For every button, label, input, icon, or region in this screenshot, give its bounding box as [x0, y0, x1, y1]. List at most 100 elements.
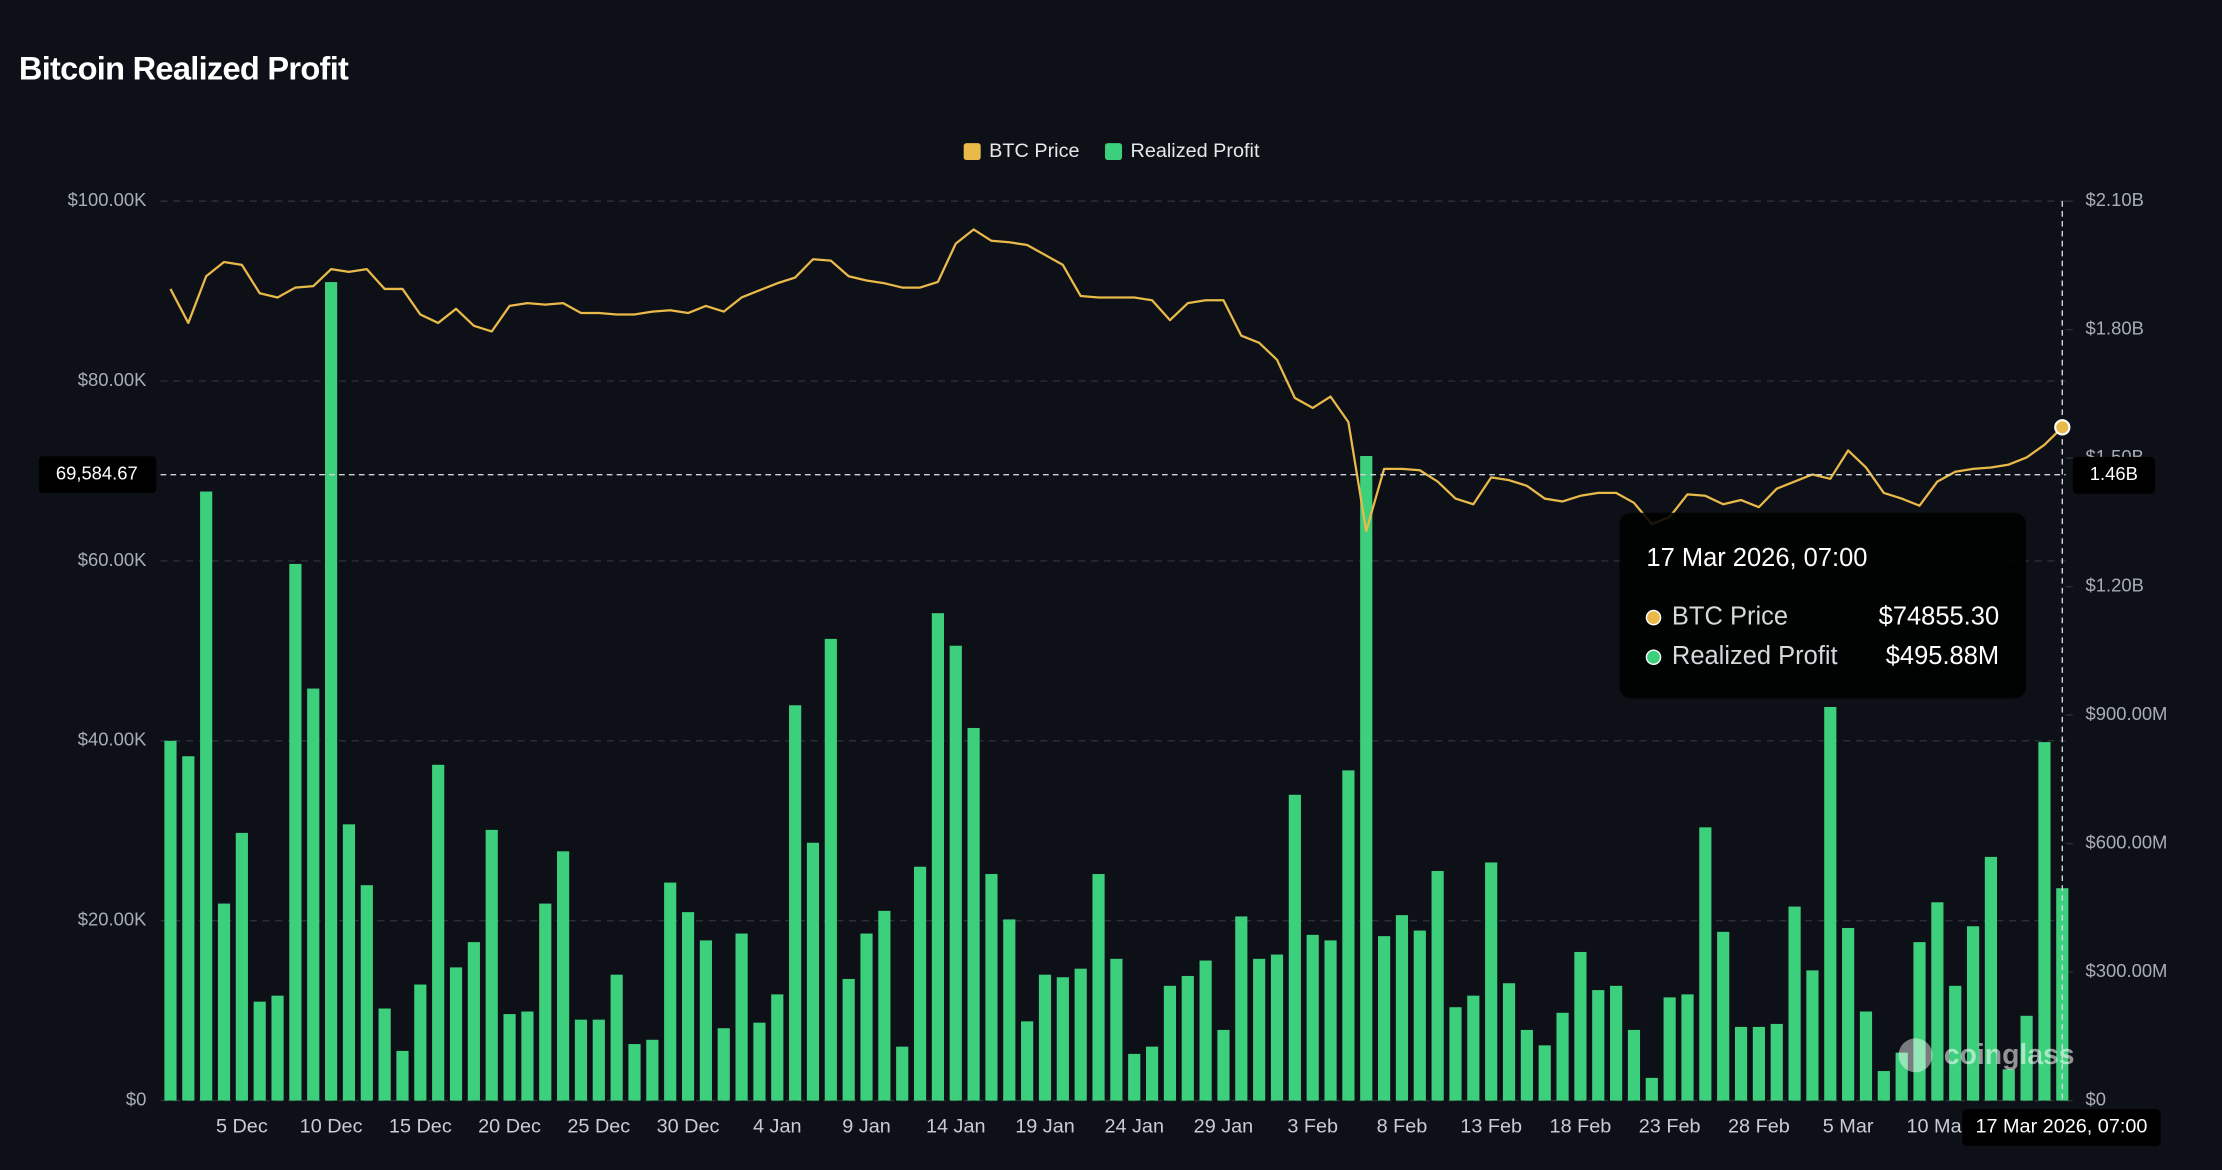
bar: [1949, 985, 1962, 1101]
bar: [1770, 1023, 1783, 1101]
bar: [200, 491, 213, 1101]
x-tick-label: 25 Dec: [567, 1116, 630, 1138]
bar: [485, 829, 498, 1101]
bar: [842, 978, 855, 1101]
bar: [1395, 915, 1409, 1101]
bar: [1342, 770, 1355, 1101]
chart-title: Bitcoin Realized Profit: [19, 50, 349, 86]
y2-tick-label: $1.80B: [2086, 317, 2144, 338]
bar: [1021, 1021, 1034, 1101]
bar: [1378, 936, 1391, 1101]
bar: [2020, 1015, 2033, 1101]
bar: [860, 933, 873, 1101]
price-line: [169, 228, 2064, 533]
bar: [1360, 455, 1373, 1101]
bar: [1895, 1052, 1908, 1101]
bar: [1806, 970, 1819, 1101]
bar: [646, 1039, 659, 1101]
bar: [985, 874, 998, 1101]
x-tick-label: 13 Feb: [1460, 1116, 1522, 1138]
bar: [1306, 934, 1319, 1101]
x-tick-label: 20 Dec: [478, 1116, 541, 1138]
bar: [735, 933, 748, 1101]
bar: [1734, 1026, 1748, 1101]
bar: [967, 727, 980, 1101]
bar: [1270, 954, 1284, 1101]
y-tick-label: $100.00K: [68, 189, 148, 210]
bar: [235, 832, 248, 1101]
bar: [1538, 1045, 1551, 1101]
bar: [2038, 742, 2051, 1101]
bar: [1502, 983, 1516, 1101]
y-tick-label: $60.00K: [78, 549, 147, 570]
bar: [503, 1014, 516, 1101]
bar: [1413, 930, 1426, 1101]
bar: [1181, 975, 1194, 1101]
y-tick-label: $0: [126, 1088, 146, 1109]
bar: [1128, 1053, 1141, 1101]
crosshair-y-label: 69,584.67: [56, 463, 138, 484]
watermark: coinglass: [1944, 1039, 2075, 1071]
bar: [878, 910, 891, 1101]
bar: [824, 638, 837, 1101]
bar: [931, 613, 944, 1101]
bar: [1145, 1046, 1159, 1101]
bar: [1003, 919, 1016, 1101]
bar: [771, 994, 784, 1101]
bar: [896, 1046, 909, 1101]
tooltip-dot: [1645, 649, 1662, 666]
bar: [521, 1011, 534, 1101]
bar: [1235, 916, 1248, 1101]
tooltip-name: Realized Profit: [1672, 642, 1838, 670]
bar: [1859, 1011, 1873, 1101]
x-tick-label: 10 Dec: [300, 1116, 363, 1138]
tooltip-title: 17 Mar 2026, 07:00: [1646, 544, 1867, 572]
x-tick-label: 23 Feb: [1639, 1116, 1701, 1138]
crosshair-y-box: [38, 456, 157, 494]
crosshair-x-box: [1962, 1109, 2161, 1146]
bar: [717, 1028, 730, 1101]
bar: [1485, 862, 1498, 1101]
bar: [1717, 931, 1730, 1101]
bar: [164, 740, 177, 1101]
bar: [1038, 974, 1052, 1101]
bar: [467, 942, 480, 1101]
bar: [539, 903, 552, 1101]
x-tick-label: 30 Dec: [657, 1116, 720, 1138]
bar: [1449, 1007, 1462, 1101]
bar: [1752, 1026, 1765, 1101]
tooltip-name: BTC Price: [1672, 602, 1788, 630]
hover-point: [2054, 419, 2071, 436]
bar: [182, 756, 195, 1101]
x-tick-label: 5 Dec: [216, 1116, 268, 1138]
bar: [449, 967, 463, 1101]
x-tick-label: 5 Mar: [1823, 1116, 1874, 1138]
x-tick-label: 3 Feb: [1287, 1116, 1338, 1138]
x-tick-label: 8 Feb: [1377, 1116, 1428, 1138]
bar: [271, 995, 284, 1101]
y2-tick-label: $1.20B: [2086, 574, 2144, 595]
crosshair-x-label: 17 Mar 2026, 07:00: [1975, 1116, 2147, 1138]
bar: [253, 1001, 266, 1101]
bar: [325, 282, 338, 1101]
bar: [1931, 902, 1944, 1101]
bar: [574, 1019, 588, 1101]
bar: [1217, 1029, 1230, 1101]
bar: [2002, 1069, 2015, 1101]
bar: [414, 984, 427, 1101]
bar: [1984, 856, 1997, 1101]
x-tick-label: 19 Jan: [1015, 1116, 1075, 1138]
bar: [681, 912, 695, 1101]
bar: [1199, 960, 1212, 1101]
y2-tick-label: $300.00M: [2086, 960, 2168, 981]
bar: [378, 1008, 391, 1101]
x-tick-label: 4 Jan: [753, 1116, 802, 1138]
legend-swatch: [1105, 143, 1123, 161]
bar: [1092, 874, 1105, 1101]
bar: [307, 688, 320, 1101]
bar: [913, 866, 927, 1101]
bar: [1966, 926, 1980, 1101]
bar: [1253, 958, 1266, 1101]
